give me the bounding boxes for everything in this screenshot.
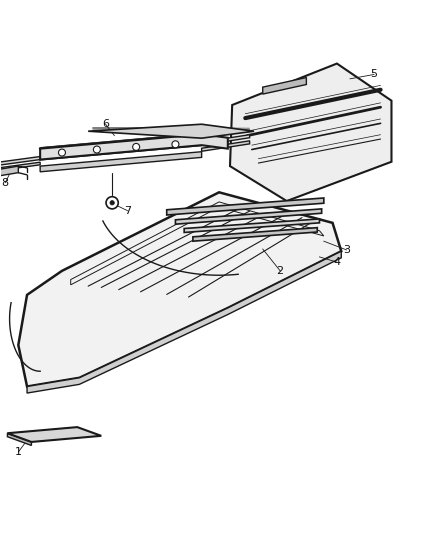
Polygon shape bbox=[0, 162, 40, 171]
Text: 8: 8 bbox=[2, 177, 9, 188]
Polygon shape bbox=[0, 166, 18, 177]
Text: 3: 3 bbox=[343, 245, 350, 255]
Text: 4: 4 bbox=[333, 257, 340, 267]
Circle shape bbox=[93, 146, 100, 153]
Polygon shape bbox=[193, 228, 317, 241]
Polygon shape bbox=[201, 135, 250, 145]
Text: 7: 7 bbox=[124, 206, 131, 216]
Circle shape bbox=[133, 143, 140, 150]
Circle shape bbox=[58, 149, 65, 156]
Polygon shape bbox=[263, 77, 306, 94]
Polygon shape bbox=[0, 157, 40, 166]
Polygon shape bbox=[18, 192, 341, 386]
Text: 2: 2 bbox=[277, 266, 284, 276]
Polygon shape bbox=[40, 134, 228, 159]
Polygon shape bbox=[184, 219, 319, 232]
Polygon shape bbox=[7, 433, 32, 446]
Circle shape bbox=[172, 141, 179, 148]
Polygon shape bbox=[88, 124, 254, 138]
Circle shape bbox=[106, 197, 118, 209]
Polygon shape bbox=[7, 427, 101, 442]
Circle shape bbox=[110, 200, 114, 205]
Polygon shape bbox=[201, 141, 250, 151]
Text: 6: 6 bbox=[102, 119, 109, 129]
Text: 1: 1 bbox=[15, 447, 22, 457]
Polygon shape bbox=[167, 198, 324, 215]
Polygon shape bbox=[40, 152, 201, 172]
Polygon shape bbox=[176, 209, 321, 224]
Polygon shape bbox=[230, 63, 392, 201]
Polygon shape bbox=[27, 251, 341, 393]
Text: 5: 5 bbox=[371, 69, 378, 79]
